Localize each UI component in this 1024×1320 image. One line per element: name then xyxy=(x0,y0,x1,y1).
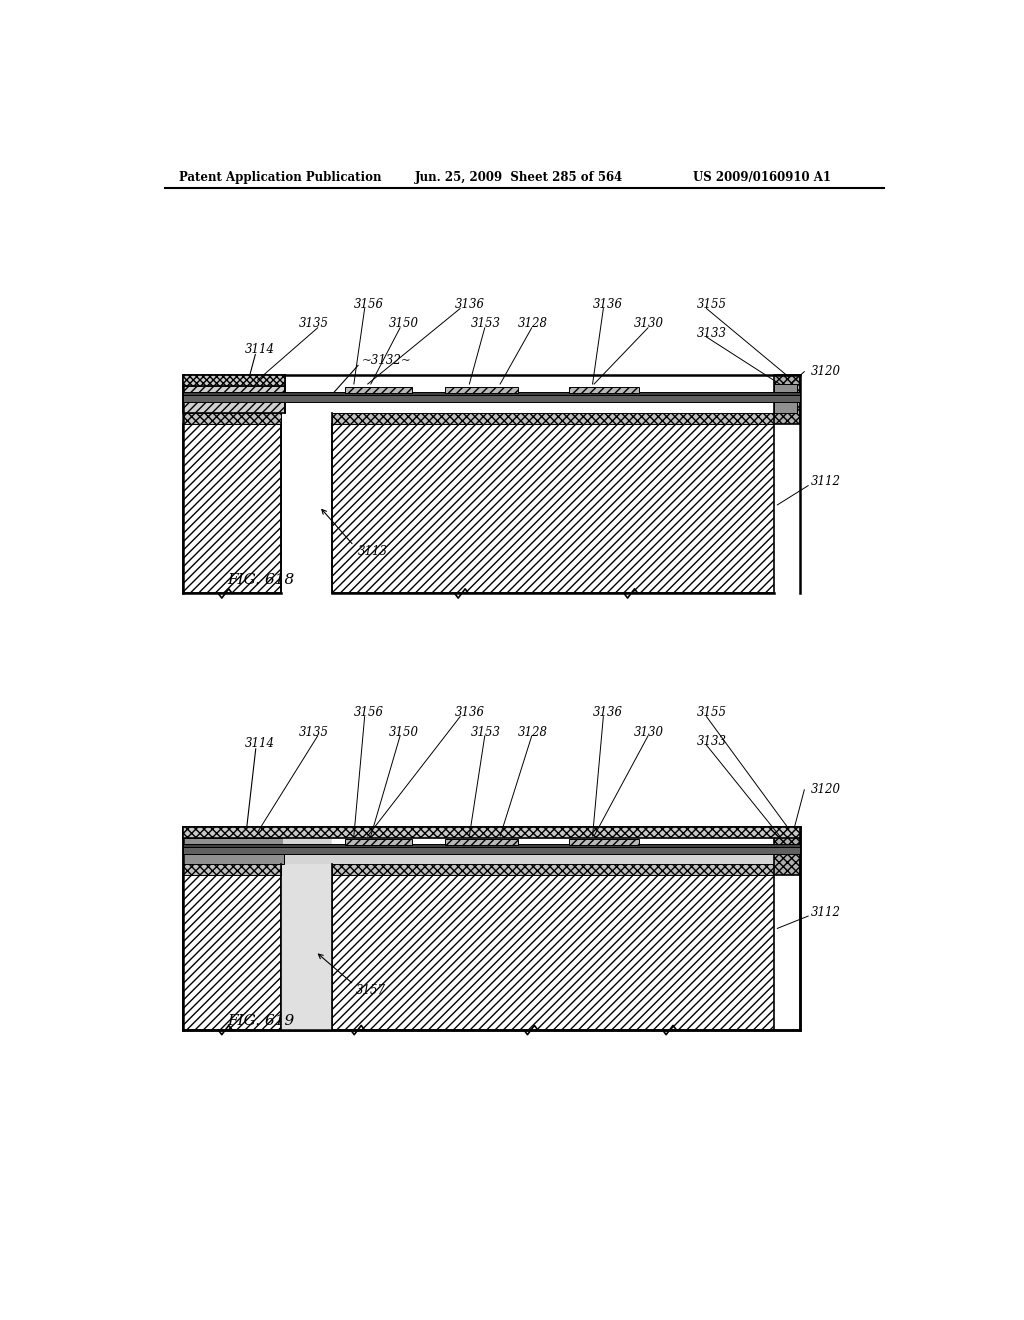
Bar xyxy=(333,413,773,424)
Bar xyxy=(345,387,413,393)
Bar xyxy=(444,840,518,845)
Bar xyxy=(183,826,801,1030)
Bar xyxy=(183,413,282,424)
Bar xyxy=(444,387,518,393)
Bar xyxy=(183,393,801,403)
Bar xyxy=(183,838,284,865)
Text: ~3132~: ~3132~ xyxy=(361,354,412,367)
Bar xyxy=(183,424,282,594)
Text: 3114: 3114 xyxy=(245,737,274,750)
Bar xyxy=(183,826,801,838)
Text: 3136: 3136 xyxy=(455,298,484,312)
Text: 3156: 3156 xyxy=(354,706,384,719)
Text: 3136: 3136 xyxy=(593,706,623,719)
Text: 3128: 3128 xyxy=(517,726,548,739)
Text: 3120: 3120 xyxy=(811,366,842,379)
Text: 3136: 3136 xyxy=(593,298,623,312)
Text: US 2009/0160910 A1: US 2009/0160910 A1 xyxy=(693,172,830,185)
Text: 3133: 3133 xyxy=(697,735,727,748)
Text: FIG. 619: FIG. 619 xyxy=(226,1014,294,1028)
Bar xyxy=(183,845,801,854)
Text: 3150: 3150 xyxy=(389,726,419,739)
Text: 3153: 3153 xyxy=(471,726,502,739)
Text: 3114: 3114 xyxy=(245,343,274,356)
Bar xyxy=(333,424,773,594)
Bar xyxy=(333,865,773,875)
Bar xyxy=(282,838,333,1030)
Text: 3155: 3155 xyxy=(697,298,727,312)
Text: 3136: 3136 xyxy=(455,706,484,719)
Text: FIG. 618: FIG. 618 xyxy=(226,573,294,586)
Text: Jun. 25, 2009  Sheet 285 of 564: Jun. 25, 2009 Sheet 285 of 564 xyxy=(416,172,624,185)
Text: 3112: 3112 xyxy=(811,907,842,920)
Text: 3150: 3150 xyxy=(389,317,419,330)
Text: 3128: 3128 xyxy=(517,317,548,330)
Text: 3130: 3130 xyxy=(634,317,664,330)
Bar xyxy=(569,840,639,845)
Text: 3130: 3130 xyxy=(634,726,664,739)
Bar xyxy=(569,387,639,393)
Bar xyxy=(183,843,801,847)
Text: 3120: 3120 xyxy=(811,783,842,796)
Text: 3112: 3112 xyxy=(811,475,842,488)
Bar xyxy=(333,874,773,1030)
Text: 3153: 3153 xyxy=(471,317,502,330)
Text: 3157: 3157 xyxy=(356,983,386,997)
Text: 3156: 3156 xyxy=(354,298,384,312)
Bar xyxy=(773,826,801,875)
Text: 3133: 3133 xyxy=(697,326,727,339)
Bar xyxy=(183,865,282,875)
Bar xyxy=(282,854,773,865)
Bar xyxy=(183,874,282,1030)
Bar xyxy=(183,392,801,395)
Bar xyxy=(773,384,797,412)
Bar xyxy=(345,840,413,845)
Text: 3155: 3155 xyxy=(697,706,727,719)
Text: 3113: 3113 xyxy=(357,545,388,557)
Text: Patent Application Publication: Patent Application Publication xyxy=(179,172,382,185)
Text: 3135: 3135 xyxy=(299,726,329,739)
Text: 3135: 3135 xyxy=(299,317,329,330)
Bar xyxy=(183,375,285,385)
Bar xyxy=(283,838,331,850)
Bar xyxy=(183,385,285,412)
Bar xyxy=(773,375,801,424)
